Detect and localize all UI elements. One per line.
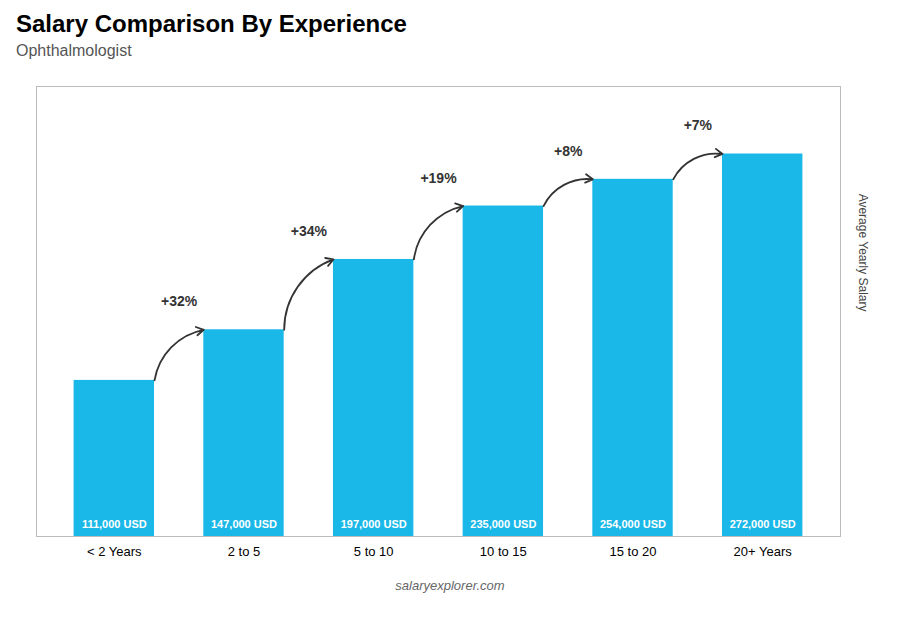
svg-text:< 2 Years: < 2 Years bbox=[87, 544, 142, 559]
svg-text:197,000 USD: 197,000 USD bbox=[341, 518, 407, 530]
html-text:salaryexplorer.com: salaryexplorer.com bbox=[395, 578, 505, 593]
svg-text:147,000 USD: 147,000 USD bbox=[211, 518, 277, 530]
html-text:Salary Comparison By Experienc: Salary Comparison By Experience bbox=[16, 10, 407, 37]
svg-text:235,000 USD: 235,000 USD bbox=[470, 518, 536, 530]
svg-text:+8%: +8% bbox=[554, 143, 583, 159]
svg-text:15 to 20: 15 to 20 bbox=[610, 544, 657, 559]
svg-text:111,000 USD: 111,000 USD bbox=[82, 518, 147, 530]
svg-text:Average Yearly Salary: Average Yearly Salary bbox=[856, 194, 870, 312]
svg-text:+34%: +34% bbox=[291, 223, 328, 239]
svg-text:+32%: +32% bbox=[161, 293, 198, 309]
svg-text:5 to 10: 5 to 10 bbox=[354, 544, 394, 559]
svg-text:20+ Years: 20+ Years bbox=[734, 544, 793, 559]
html-text:Ophthalmologist: Ophthalmologist bbox=[16, 42, 132, 59]
svg-text:272,000 USD: 272,000 USD bbox=[730, 518, 796, 530]
svg-text:254,000 USD: 254,000 USD bbox=[600, 518, 666, 530]
svg-text:+19%: +19% bbox=[420, 170, 457, 186]
svg-text:2 to 5: 2 to 5 bbox=[228, 544, 261, 559]
svg-text:+7%: +7% bbox=[684, 117, 713, 133]
svg-text:10 to 15: 10 to 15 bbox=[480, 544, 527, 559]
